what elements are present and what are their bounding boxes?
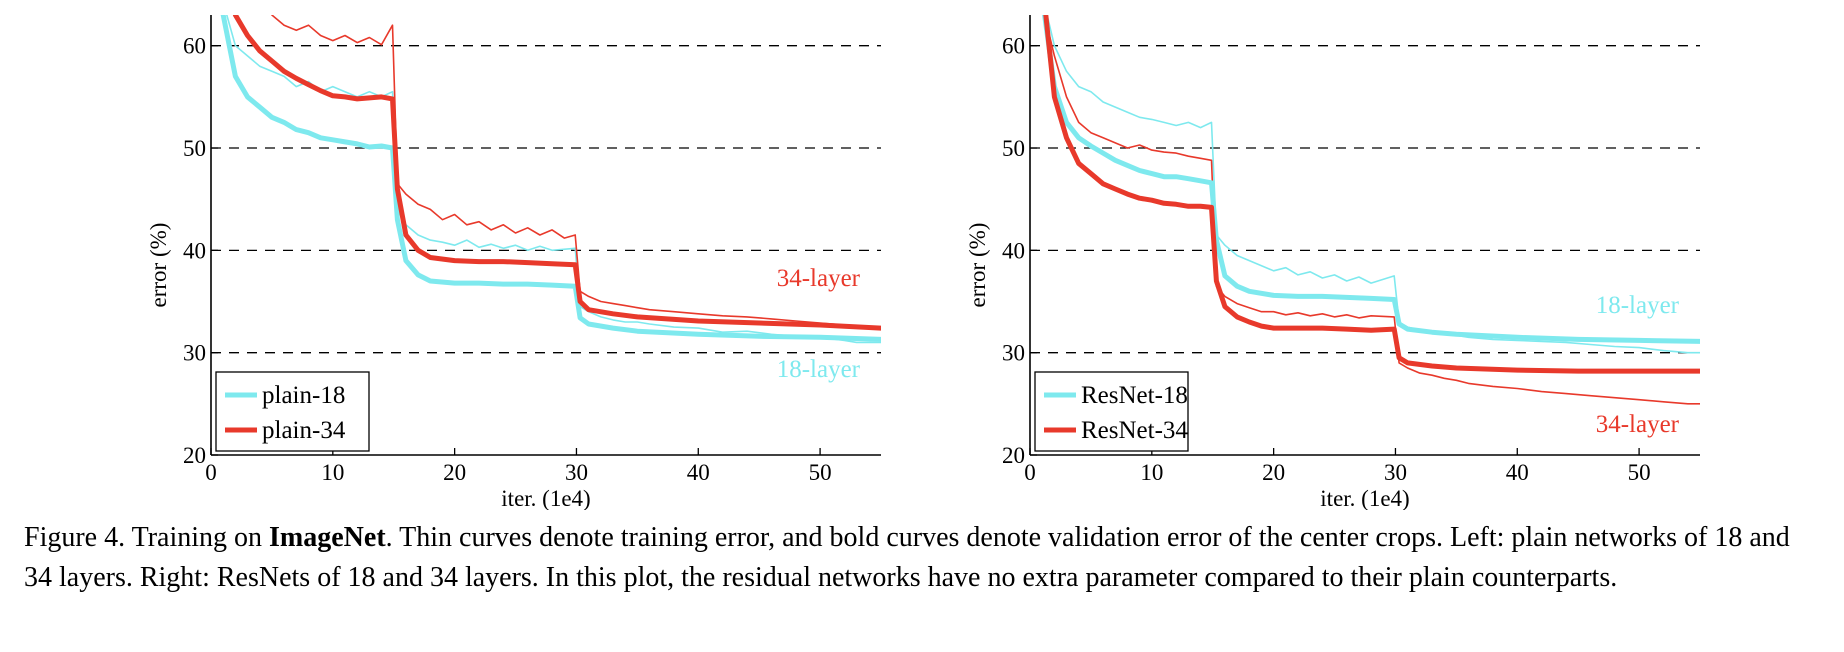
y-axis-label: error (%) — [965, 223, 990, 308]
x-axis-label: iter. (1e4) — [501, 486, 590, 510]
series-resnet-18-training-line — [1046, 15, 1700, 354]
y-tick-label: 20 — [183, 443, 206, 468]
annotation-34-layer: 34-layer — [777, 265, 861, 292]
annotation-18-layer: 18-layer — [1596, 292, 1680, 319]
y-tick-label: 20 — [1002, 443, 1025, 468]
legend-label: plain-34 — [262, 417, 346, 444]
x-tick-label: 0 — [205, 460, 217, 485]
x-tick-label: 50 — [809, 460, 832, 485]
series-resnet-34-validation-line — [1043, 15, 1700, 374]
legend-box — [215, 371, 370, 452]
x-tick-label: 20 — [443, 460, 466, 485]
x-tick-label: 10 — [321, 460, 344, 485]
figure: 20 30 40 50 60 0 10 20 30 40 50 iter. (1e4) error (%… — [146, 15, 1700, 510]
x-tick-label: 30 — [1384, 460, 1407, 485]
x-tick-label: 20 — [1262, 460, 1285, 485]
caption-bold: ImageNet — [269, 522, 386, 553]
legend-label: plain-18 — [262, 382, 345, 409]
y-tick-label: 40 — [183, 238, 206, 263]
chart-panel-1: 20 30 40 50 60 0 10 20 30 40 50 iter. (1e4) error (%… — [146, 15, 881, 510]
legend: ResNet-18 ResNet-34 — [1034, 371, 1189, 452]
series-plain-34-training-line — [271, 15, 881, 328]
y-tick-label: 30 — [183, 341, 206, 366]
y-tick-label: 60 — [183, 34, 206, 59]
y-tick-label: 50 — [1002, 136, 1025, 161]
legend-box — [1034, 371, 1189, 452]
chart-panel-2: 20 30 40 50 60 0 10 20 30 40 50 iter. (1e4) error (%… — [965, 15, 1700, 510]
figure-caption: Figure 4. Training on ImageNet. Thin cur… — [24, 518, 1824, 598]
annotation-34-layer: 34-layer — [1596, 411, 1680, 438]
series-plain-34-validation-line — [232, 15, 881, 331]
annotation-18-layer: 18-layer — [777, 356, 861, 383]
y-axis-label: error (%) — [146, 223, 171, 308]
x-tick-label: 30 — [565, 460, 588, 485]
legend: plain-18 plain-34 — [215, 371, 370, 452]
caption-label: Figure 4. Training on — [24, 522, 270, 553]
y-tick-label: 30 — [1002, 341, 1025, 366]
series-plain-18-validation-line — [220, 15, 881, 342]
caption-rest: . Thin curves denote training error, and… — [24, 522, 1790, 593]
legend-label: ResNet-18 — [1081, 382, 1188, 409]
legend-label: ResNet-34 — [1081, 417, 1188, 444]
x-axis-label: iter. (1e4) — [1320, 486, 1409, 510]
series-plain-18-training-line — [226, 15, 881, 344]
y-tick-label: 60 — [1002, 34, 1025, 59]
x-tick-label: 50 — [1628, 460, 1651, 485]
x-tick-label: 10 — [1140, 460, 1163, 485]
y-tick-label: 40 — [1002, 238, 1025, 263]
y-tick-label: 50 — [183, 136, 206, 161]
series-resnet-18-validation-line — [1042, 15, 1700, 344]
x-tick-label: 40 — [687, 460, 710, 485]
x-tick-label: 0 — [1024, 460, 1036, 485]
x-tick-label: 40 — [1506, 460, 1529, 485]
series-resnet-34-training-line — [1043, 15, 1700, 405]
